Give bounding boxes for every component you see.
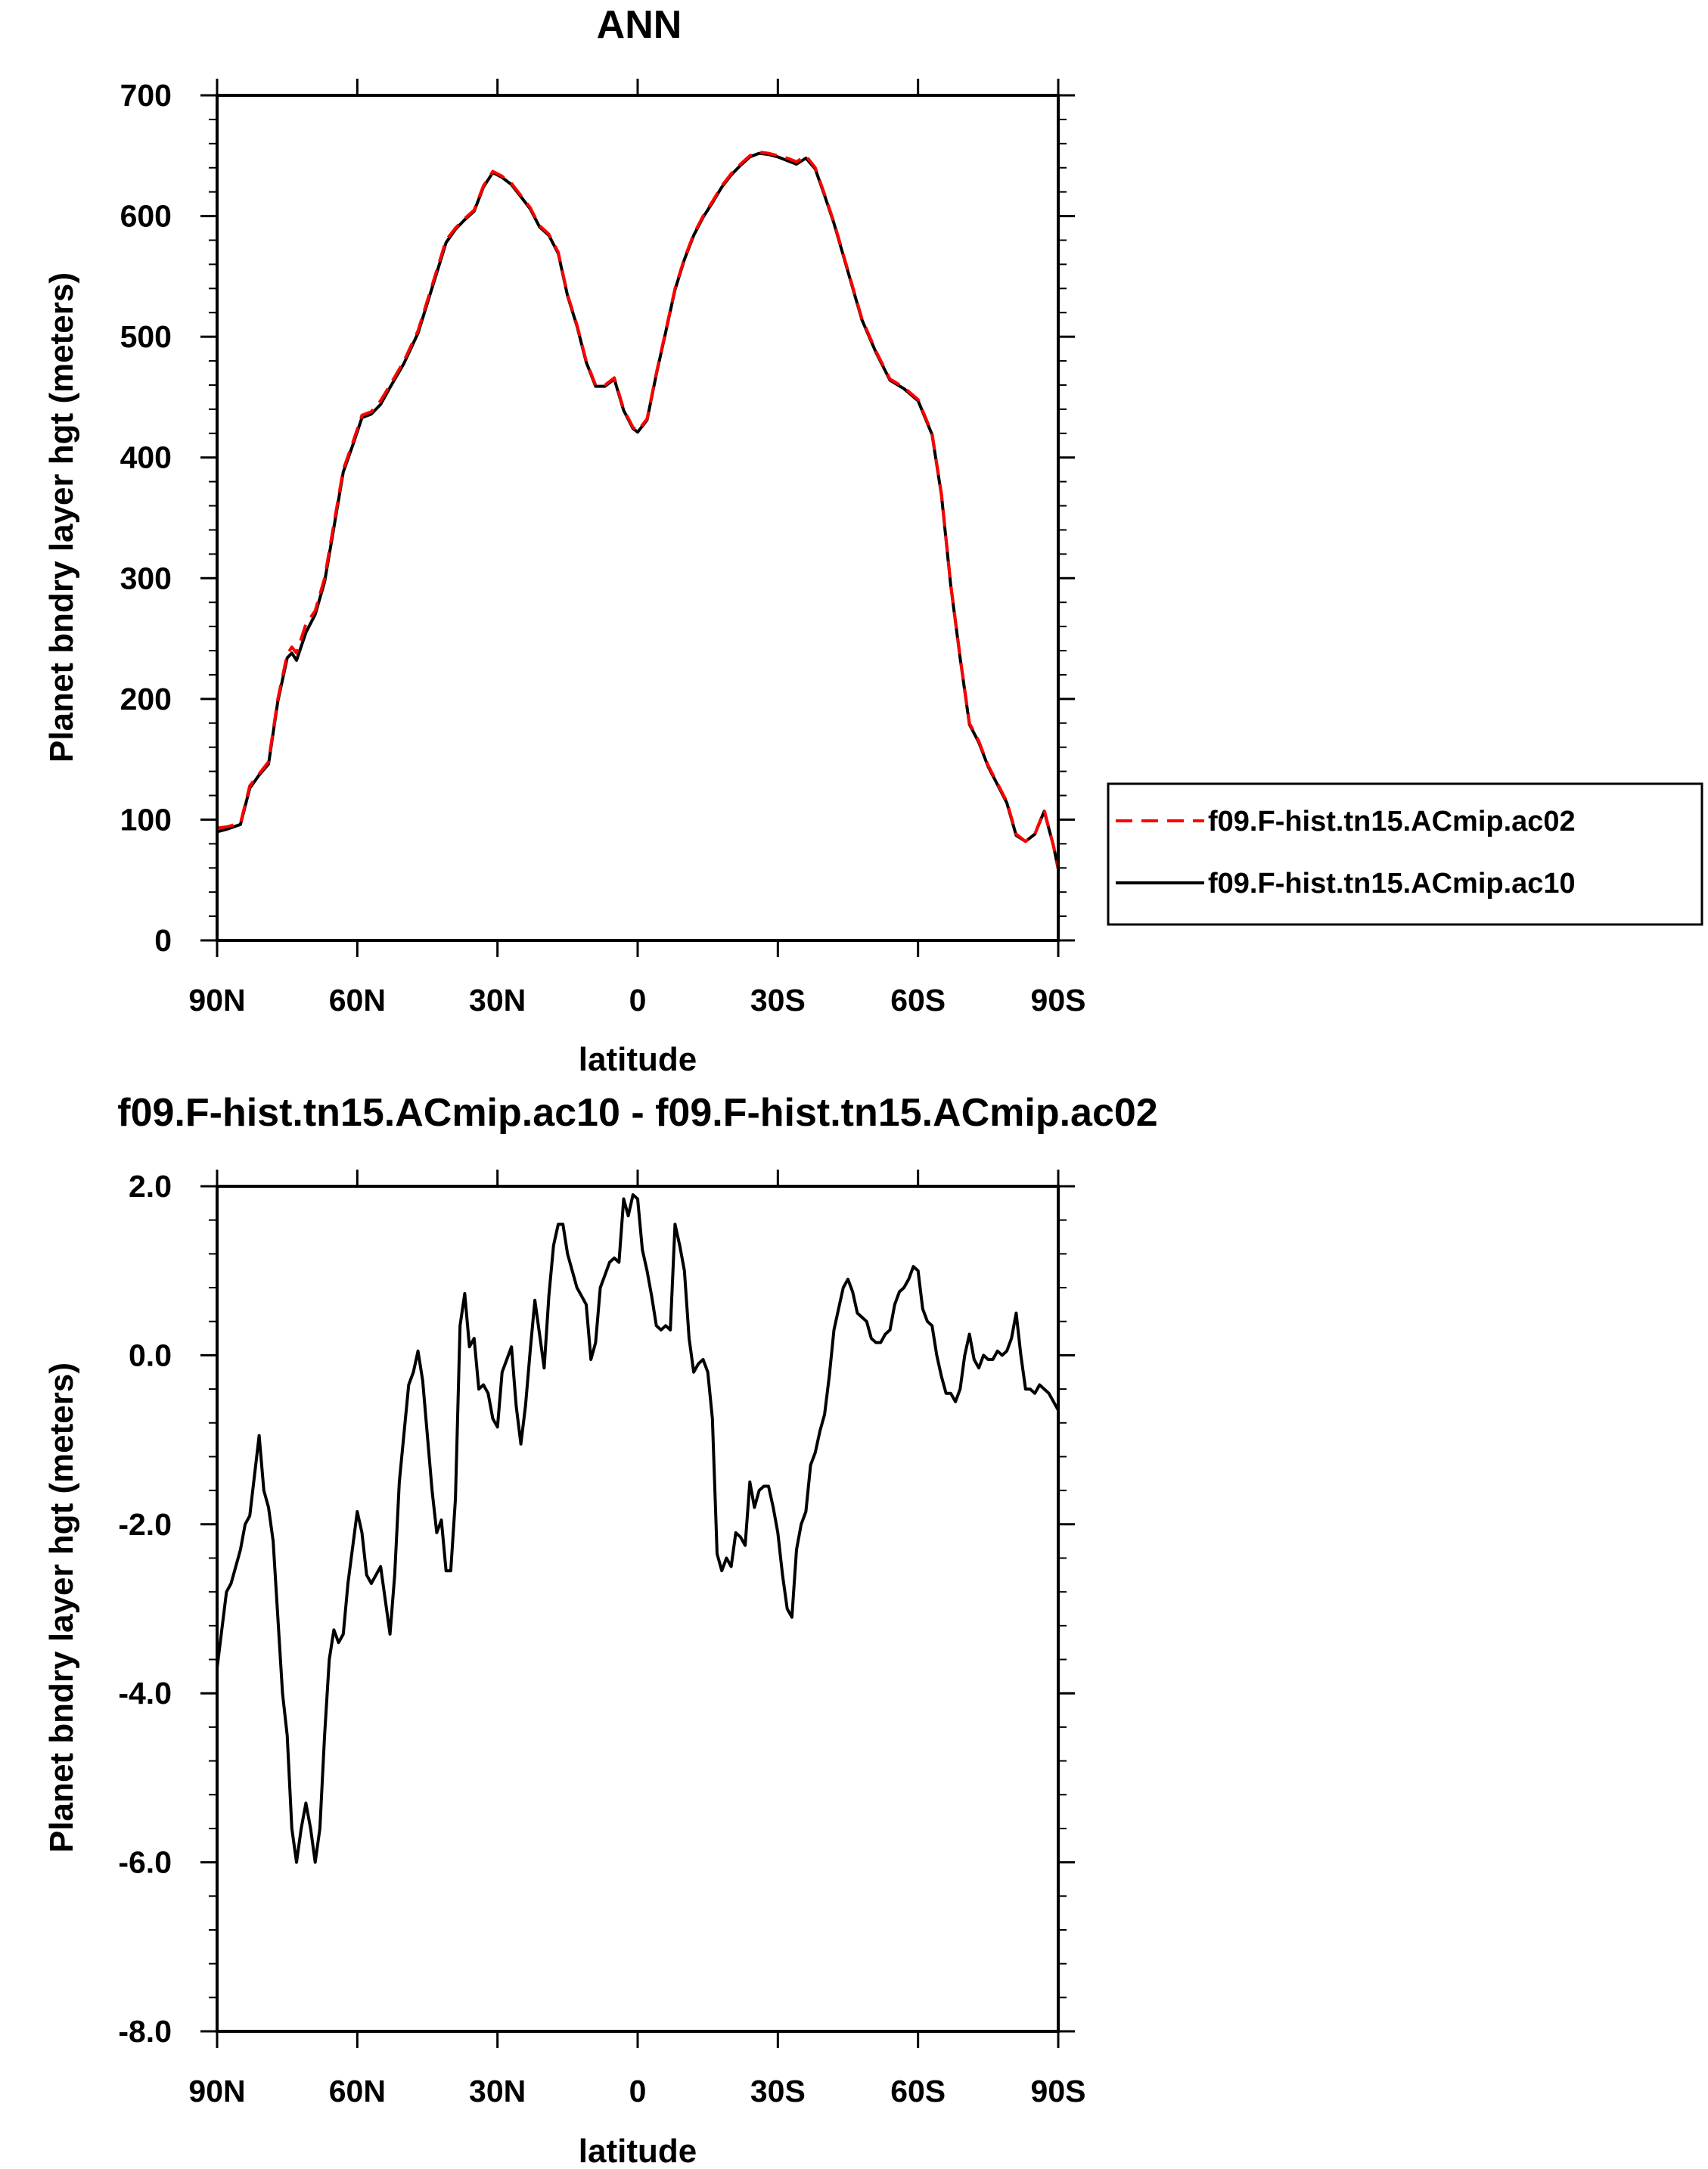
bottom-chart-title: f09.F-hist.tn15.ACmip.ac10 - f09.F-hist.… [117,1091,1157,1135]
top-xtick-label: 90N [188,983,245,1018]
top-xtick-label: 30S [750,983,806,1018]
bottom-xtick-label: 90N [188,2074,245,2108]
top-chart-title: ANN [597,3,682,47]
legend: f09.F-hist.tn15.ACmip.ac02 f09.F-hist.tn… [1107,782,1703,926]
bottom-chart-ylabel: Planet bndry layer hgt (meters) [43,1363,80,1853]
bottom-xtick-label: 0 [629,2074,647,2108]
bottom-ytick-label: 0.0 [129,1338,172,1372]
bottom-xtick-label: 90S [1031,2074,1086,2108]
bottom-ytick-label: -6.0 [118,1845,172,1880]
top-plot-frame [216,94,1060,942]
bottom-chart: f09.F-hist.tn15.ACmip.ac10 - f09.F-hist.… [43,1091,1158,2169]
top-series-line-0 [216,151,1060,869]
bottom-ytick-label: -2.0 [118,1507,172,1542]
top-ytick-label: 100 [120,802,172,837]
bottom-plot-frame [216,1185,1060,2033]
bottom-ytick-label: 2.0 [129,1169,172,1204]
bottom-xtick-label: 30N [469,2074,526,2108]
top-ytick-label: 700 [120,78,172,113]
top-chart-xlabel: latitude [579,1041,697,1078]
top-xtick-label: 0 [629,983,647,1018]
top-chart-ticks: 0 100 200 300 400 500 600 700 90N 60N 30N 0 30S 60S 90… [120,78,1086,1018]
bottom-ytick-label: -8.0 [118,2014,172,2049]
legend-label-ac02: f09.F-hist.tn15.ACmip.ac02 [1208,806,1576,837]
bottom-series-line-0 [216,1193,1060,1864]
legend-label-ac10: f09.F-hist.tn15.ACmip.ac10 [1208,868,1576,900]
top-chart: ANN 0 100 200 300 400 500 600 700 90N 60N 30N 0 30S 6… [43,3,1085,1078]
top-xtick-label: 60S [890,983,946,1018]
top-ytick-label: 600 [120,199,172,234]
bottom-chart-xlabel: latitude [579,2133,697,2165]
top-ytick-label: 0 [154,923,172,958]
top-chart-lines [216,151,1060,870]
top-series-line-1 [216,151,1060,870]
bottom-chart-lines [216,1193,1060,1864]
top-xtick-label: 30N [469,983,526,1018]
top-ytick-label: 200 [120,682,172,716]
legend-box [1107,782,1703,926]
top-chart-ylabel: Planet bndry layer hgt (meters) [43,272,80,763]
bottom-chart-ticks: -8.0 -6.0 -4.0 -2.0 0.0 2.0 90N 60N 30N 0 30S 60S 90… [118,1169,1085,2108]
top-ytick-label: 300 [120,561,172,595]
bottom-xtick-label: 60N [329,2074,386,2108]
top-ytick-label: 500 [120,319,172,354]
bottom-xtick-label: 60S [890,2074,946,2108]
bottom-xtick-label: 30S [750,2074,806,2108]
top-xtick-label: 60N [329,983,386,1018]
top-xtick-label: 90S [1031,983,1086,1018]
top-ytick-label: 400 [120,440,172,475]
bottom-ytick-label: -4.0 [118,1676,172,1711]
